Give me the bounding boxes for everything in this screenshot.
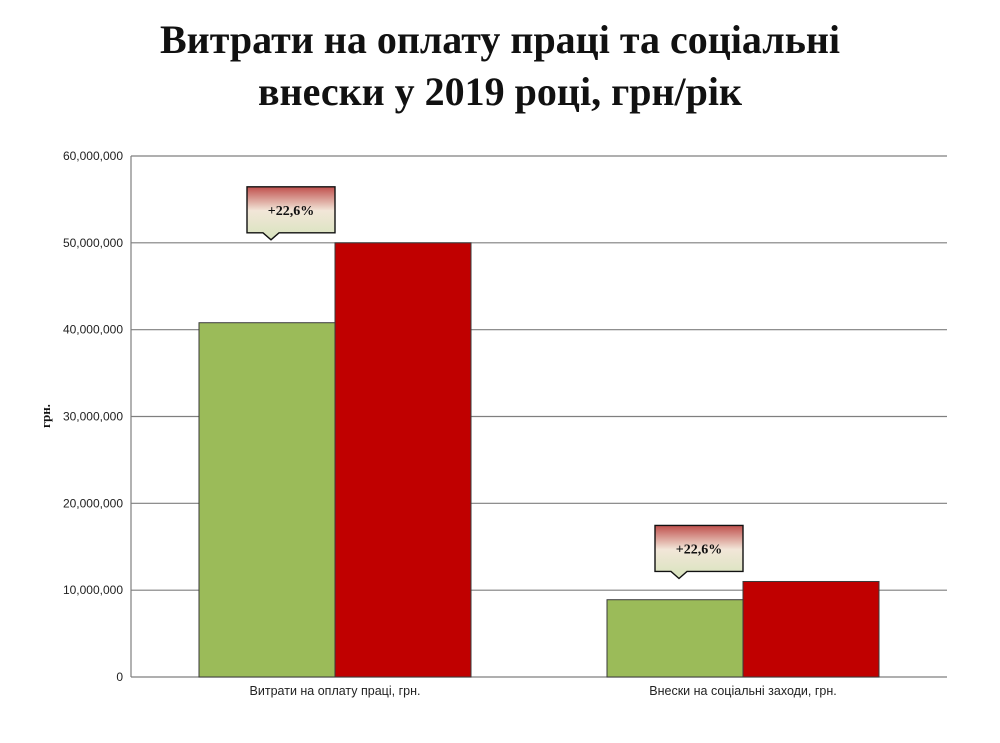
x-category-label: Витрати на оплату праці, грн.: [250, 684, 421, 698]
y-tick-label: 60,000,000: [63, 149, 123, 163]
bar: [198, 322, 336, 678]
y-tick-label: 30,000,000: [63, 410, 123, 424]
callout-box: [246, 186, 336, 241]
callout-box: [654, 524, 744, 580]
y-tick-label: 0: [116, 670, 123, 684]
y-tick-label: 50,000,000: [63, 236, 123, 250]
callouts: +22,6% +22,6%: [246, 186, 744, 580]
bar: [334, 242, 472, 678]
x-category-label: Внески на соціальні заходи, грн.: [649, 684, 836, 698]
labels: 0 10,000,000 20,000,000 30,000,000 40,000,00…: [38, 149, 837, 698]
callout-label: +22,6%: [268, 204, 314, 219]
callout-label: +22,6%: [676, 542, 722, 557]
y-axis-label: грн.: [38, 404, 53, 428]
y-tick-label: 10,000,000: [63, 583, 123, 597]
change-callout: +22,6%: [246, 186, 336, 241]
chart-title: Витрати на оплату праці та соціальні вне…: [0, 14, 1000, 118]
bar: [606, 599, 744, 678]
y-tick-label: 20,000,000: [63, 496, 123, 510]
chart-title-line-2: внески у 2019 році, грн/рік: [257, 69, 743, 114]
change-callout: +22,6%: [654, 524, 744, 580]
bar: [742, 580, 880, 678]
chart-title-line-1: Витрати на оплату праці та соціальні: [160, 17, 840, 62]
bars: [198, 242, 880, 678]
y-tick-label: 40,000,000: [63, 323, 123, 337]
